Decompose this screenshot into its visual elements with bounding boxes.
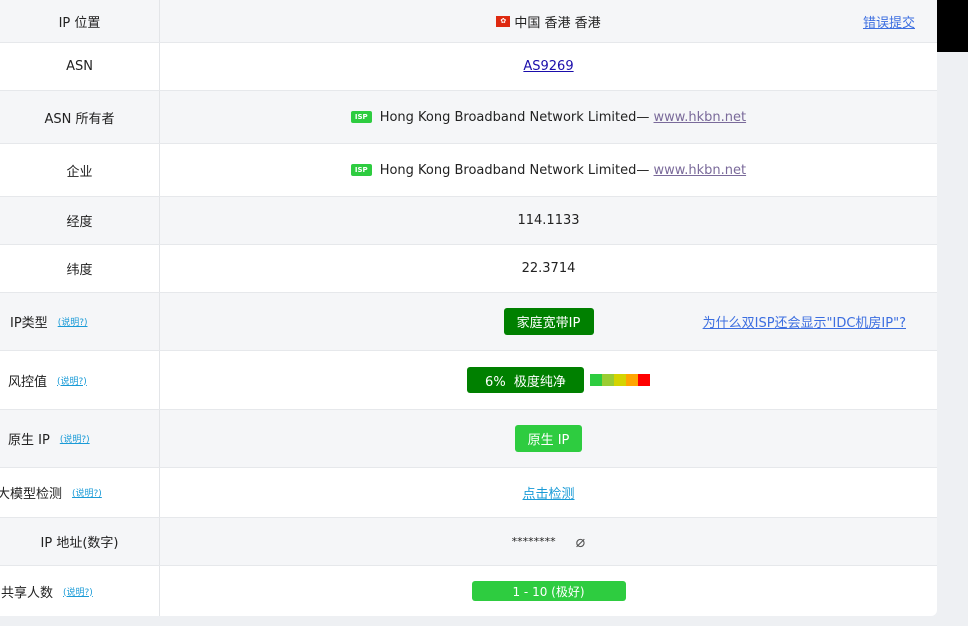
row-label: 纬度	[0, 245, 160, 292]
row-label: 企业	[0, 144, 160, 196]
row-label: IP 地址(数字)	[0, 518, 160, 565]
native-ip-badge: 原生 IP	[515, 425, 582, 452]
website-link[interactable]: www.hkbn.net	[653, 162, 747, 178]
row-ip-type: IP类型 (说明?) 家庭宽带IP 为什么双ISP还会显示"IDC机房IP"?	[0, 293, 937, 351]
row-shared-users: 共享人数 (说明?) 1 - 10 (极好)	[0, 566, 937, 616]
report-error-link[interactable]: 错误提交	[862, 15, 915, 31]
ip-info-table: IP 位置 ✿ 中国 香港 香港 错误提交 ASN AS9269 ASN 所有者…	[0, 0, 937, 616]
asn-link[interactable]: AS9269	[523, 59, 574, 74]
isp-badge: ISP	[350, 111, 372, 123]
row-asn-owner: ASN 所有者 ISP Hong Kong Broadband Network L…	[0, 91, 937, 144]
row-ip-numeric: IP 地址(数字) ******** ⌀	[0, 518, 937, 566]
row-risk-score: 风控值 (说明?) 6% 极度纯净	[0, 351, 937, 410]
ip-numeric-value: ********	[511, 535, 556, 548]
row-label: ASN	[0, 43, 160, 90]
row-ip-location: IP 位置 ✿ 中国 香港 香港 错误提交	[0, 0, 937, 43]
help-link[interactable]: (说明?)	[63, 587, 93, 598]
row-llm-check: 大模型检测 (说明?) 点击检测	[0, 468, 937, 518]
location-value: 中国 香港 香港	[514, 15, 601, 31]
row-label: IP 位置	[0, 0, 160, 42]
shared-users-badge: 1 - 10 (极好)	[471, 581, 626, 601]
row-label: 经度	[0, 197, 160, 244]
risk-scale-bar	[590, 374, 650, 386]
latitude-value: 22.3714	[521, 261, 576, 276]
dual-isp-faq-link[interactable]: 为什么双ISP还会显示"IDC机房IP"?	[702, 316, 906, 331]
click-to-check-link[interactable]: 点击检测	[522, 487, 575, 502]
row-longitude: 经度 114.1133	[0, 197, 937, 245]
help-link[interactable]: (说明?)	[59, 435, 90, 445]
row-label: ASN 所有者	[0, 91, 160, 143]
help-link[interactable]: (说明?)	[72, 489, 102, 499]
hk-flag-icon: ✿	[496, 15, 511, 27]
row-label: IP类型	[10, 316, 48, 331]
row-latitude: 纬度 22.3714	[0, 245, 937, 293]
help-link[interactable]: (说明?)	[57, 376, 87, 387]
row-label: 大模型检测	[0, 487, 63, 502]
company-name: Hong Kong Broadband Network Limited—	[379, 162, 650, 178]
risk-score-badge: 6% 极度纯净	[467, 367, 584, 393]
row-asn: ASN AS9269	[0, 43, 937, 91]
row-label: 共享人数	[1, 585, 54, 601]
row-label: 原生 IP	[8, 433, 50, 448]
ip-type-badge: 家庭宽带IP	[503, 308, 594, 335]
help-link[interactable]: (说明?)	[57, 318, 88, 328]
eye-off-icon[interactable]: ⌀	[575, 532, 586, 551]
dark-overlay	[937, 0, 968, 52]
row-company: 企业 ISP Hong Kong Broadband Network Limite…	[0, 144, 937, 197]
row-label: 风控值	[8, 374, 48, 390]
owner-name: Hong Kong Broadband Network Limited—	[379, 109, 650, 125]
isp-badge: ISP	[350, 164, 372, 176]
row-native-ip: 原生 IP (说明?) 原生 IP	[0, 410, 937, 468]
website-link[interactable]: www.hkbn.net	[653, 109, 747, 125]
longitude-value: 114.1133	[517, 213, 580, 228]
